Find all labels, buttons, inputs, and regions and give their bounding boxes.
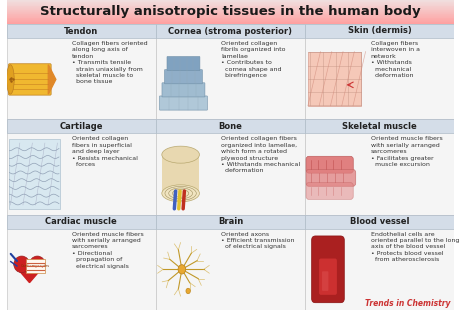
Bar (7, 15, 454, 16)
FancyBboxPatch shape (312, 236, 344, 303)
FancyBboxPatch shape (9, 64, 51, 95)
Text: Brain: Brain (218, 217, 243, 226)
Bar (7, 7, 454, 8)
Bar (7, 10, 454, 11)
FancyBboxPatch shape (319, 259, 337, 295)
Bar (7, 24, 156, 119)
Bar (305, 24, 454, 119)
Bar (156, 119, 305, 133)
Ellipse shape (186, 288, 191, 294)
Text: Cornea (stroma posterior): Cornea (stroma posterior) (168, 26, 292, 36)
Text: Collagen fibers
interwoven in a
network
• Withstands
  mechanical
  deformation: Collagen fibers interwoven in a network … (371, 41, 419, 78)
Bar (7, 1, 454, 2)
Bar (7, 119, 156, 215)
Bar (156, 215, 305, 310)
FancyBboxPatch shape (164, 70, 202, 84)
FancyBboxPatch shape (306, 156, 353, 173)
Text: Trends in Chemistry: Trends in Chemistry (365, 299, 451, 308)
Bar (9, 139, 60, 209)
FancyBboxPatch shape (306, 170, 356, 186)
Text: Structurally anisotropic tissues in the human body: Structurally anisotropic tissues in the … (40, 6, 421, 19)
Text: Collagen fibers oriented
along long axis of
tendon
• Transmits tensile
  strain : Collagen fibers oriented along long axis… (72, 41, 148, 84)
Bar (156, 119, 305, 215)
Bar (7, 11, 454, 12)
Ellipse shape (162, 185, 200, 202)
Bar (308, 51, 361, 106)
Text: Blood vessel: Blood vessel (350, 217, 410, 226)
Text: Tendon: Tendon (64, 26, 99, 36)
Polygon shape (48, 65, 56, 94)
Bar (7, 16, 454, 17)
Bar (7, 12, 454, 13)
Bar (7, 21, 454, 22)
Polygon shape (14, 264, 45, 283)
Bar (7, 119, 156, 133)
Ellipse shape (29, 256, 45, 273)
Bar (305, 215, 454, 310)
Bar (7, 24, 156, 38)
FancyBboxPatch shape (306, 183, 353, 199)
Bar (7, 4, 454, 5)
Text: Cartilage: Cartilage (60, 122, 103, 131)
Bar (7, 0, 454, 1)
Bar (7, 18, 454, 19)
Ellipse shape (178, 265, 186, 274)
Bar (156, 24, 305, 119)
Text: Endothelial cells are
oriented parallel to the long
axis of the blood vessel
• P: Endothelial cells are oriented parallel … (371, 232, 459, 262)
FancyBboxPatch shape (159, 96, 208, 110)
Text: Oriented muscle fibers
with serially arranged
sarcomeres
• Facilitates greater
 : Oriented muscle fibers with serially arr… (371, 136, 442, 167)
Bar (7, 17, 454, 18)
Bar (305, 24, 454, 38)
Text: Oriented collagen
fibrils organized into
lamellae
• Contributes to
  cornea shap: Oriented collagen fibrils organized into… (221, 41, 286, 78)
Text: Oriented axons
• Efficient transmission
  of electrical signals: Oriented axons • Efficient transmission … (221, 232, 295, 250)
Bar (27, 259, 45, 273)
Bar (7, 22, 454, 23)
Text: Cardiac muscle: Cardiac muscle (46, 217, 117, 226)
Text: Bone: Bone (219, 122, 242, 131)
Text: Cardiomyocytes: Cardiomyocytes (21, 264, 50, 268)
Bar (156, 24, 305, 38)
Text: Skeletal muscle: Skeletal muscle (342, 122, 417, 131)
Bar (7, 20, 454, 21)
Bar (7, 5, 454, 6)
Bar (7, 3, 454, 4)
FancyBboxPatch shape (322, 271, 328, 291)
Bar (7, 14, 454, 15)
FancyBboxPatch shape (162, 83, 205, 97)
Bar (156, 215, 305, 229)
Bar (305, 119, 454, 133)
Text: Oriented collagen fibers
organized into lamellae,
which form a rotated
plywood s: Oriented collagen fibers organized into … (221, 136, 301, 173)
Bar (7, 6, 454, 7)
Ellipse shape (7, 65, 14, 94)
Bar (7, 23, 454, 24)
Text: Skin (dermis): Skin (dermis) (348, 26, 411, 36)
Text: Oriented collagen
fibers in superficial
and deep layer
• Resists mechanical
  fo: Oriented collagen fibers in superficial … (72, 136, 138, 167)
Bar (7, 19, 454, 20)
Ellipse shape (14, 256, 29, 273)
Bar (7, 2, 454, 3)
Bar (7, 8, 454, 9)
Bar (162, 155, 200, 193)
Bar (7, 13, 454, 14)
Bar (305, 215, 454, 229)
Bar (7, 215, 156, 229)
Bar (7, 9, 454, 10)
FancyBboxPatch shape (167, 56, 200, 71)
Text: Oriented muscle fibers
with serially arranged
sarcomeres
• Directional
  propaga: Oriented muscle fibers with serially arr… (72, 232, 144, 269)
Bar (305, 119, 454, 215)
Ellipse shape (162, 146, 200, 163)
Bar (7, 215, 156, 310)
